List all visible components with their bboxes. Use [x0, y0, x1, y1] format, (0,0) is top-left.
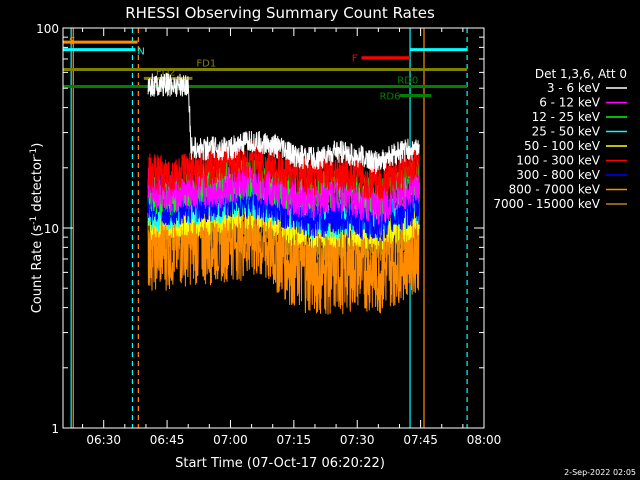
flag-label-s: S [69, 36, 75, 47]
flag-label-n: N [137, 47, 144, 58]
flag-label-rd6: RD6 [379, 91, 400, 102]
legend-label-6: 300 - 800 keV [516, 168, 600, 182]
series-lines [147, 72, 420, 315]
legend-label-2: 12 - 25 keV [532, 110, 601, 124]
legend-label-1: 6 - 12 keV [539, 96, 601, 110]
legend-label-0: 3 - 6 keV [547, 81, 601, 95]
legend-label-3: 25 - 50 keV [532, 125, 601, 139]
x-tick-label-1: 06:45 [150, 433, 185, 447]
y-tick-label-2: 100 [36, 22, 59, 36]
x-tick-label-0: 06:30 [86, 433, 121, 447]
x-axis-label: Start Time (07-Oct-17 06:20:22) [175, 456, 385, 471]
footer-timestamp: 2-Sep-2022 02:05 [564, 468, 636, 477]
series-line-3-6kev [147, 72, 420, 175]
legend-header: Det 1,3,6, Att 0 [535, 67, 627, 81]
x-tick-label-5: 07:45 [403, 433, 438, 447]
legend-label-5: 100 - 300 keV [516, 154, 600, 168]
legend-label-7: 800 - 7000 keV [509, 183, 601, 197]
series-line-100-300kev [147, 140, 420, 200]
y-tick-label-0: 1 [51, 422, 59, 436]
legend-label-4: 50 - 100 keV [524, 139, 601, 153]
series-line-6-12kev [147, 163, 420, 225]
x-tick-label-4: 07:30 [340, 433, 375, 447]
axes: 06:30 06:45 07:00 07:15 07:30 07:45 08:00 1 10 10… [36, 22, 501, 447]
y-axis-label: Count Rate (s-1 detector-1) [29, 143, 45, 314]
chart-title: RHESSI Observing Summary Count Rates [125, 4, 435, 22]
x-tick-label-3: 07:15 [277, 433, 312, 447]
flag-label-fd1: FD1 [196, 59, 216, 70]
y-tick-label-1: 10 [44, 222, 59, 236]
legend-label-8: 7000 - 15000 keV [493, 197, 600, 211]
x-tick-label-2: 07:00 [213, 433, 248, 447]
flag-label-rd0: RD0 [397, 75, 418, 86]
flag-label-f: F [352, 54, 358, 65]
x-tick-label-6: 08:00 [467, 433, 502, 447]
series-line-300-800kev [147, 178, 420, 242]
